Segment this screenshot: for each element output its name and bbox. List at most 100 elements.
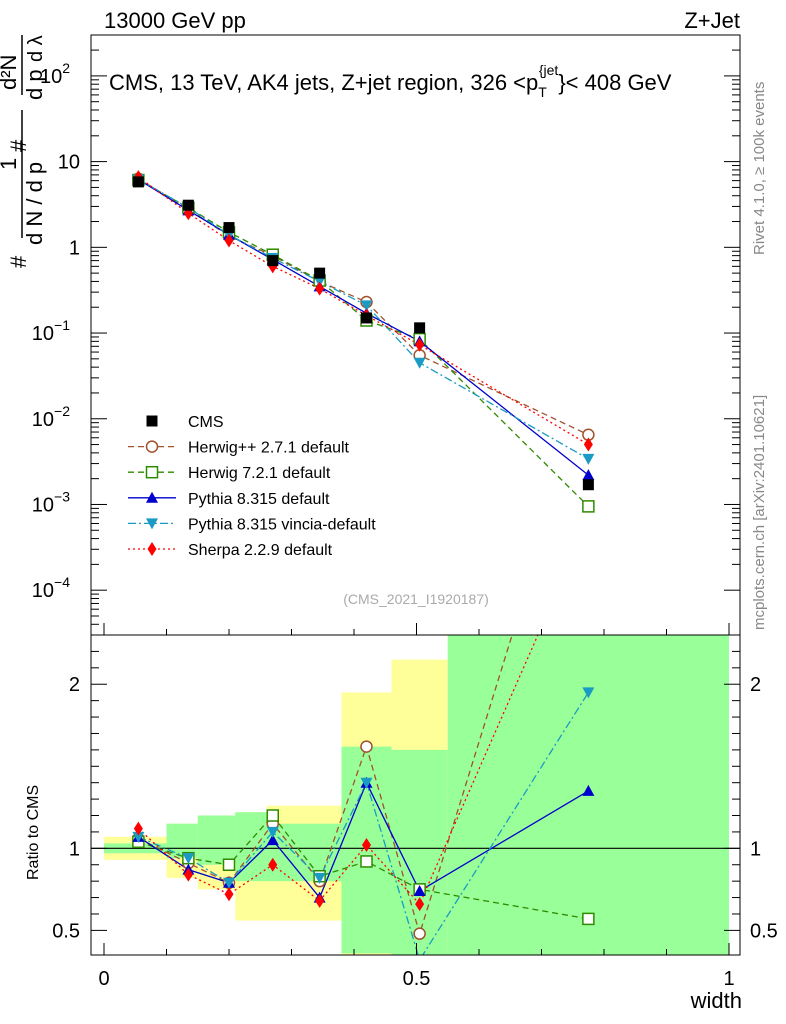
legend-marker [145, 465, 159, 479]
tick-exponent: −2 [54, 403, 70, 419]
tick-base: 10 [32, 409, 54, 431]
ratio-band-stat [197, 815, 236, 865]
ratio-series-point [415, 897, 425, 912]
ratio-frame [90, 634, 741, 956]
ratio-series-line [137, 635, 539, 906]
ratio-series-point [224, 887, 234, 902]
ratio-series-point [132, 831, 145, 843]
main-y-tick-label: 1 [69, 237, 80, 259]
ratio-panel: 0.5 0.5 1 1 2 2 Ratio to CMS [25, 634, 778, 956]
cms-data-point [182, 199, 194, 211]
ratio-series-point [582, 912, 595, 926]
main-y-tick-label: 10−3 [32, 488, 70, 516]
ratio-y-tick-label: 1 [69, 838, 80, 860]
main-y-axis-label: # 1 d N / d p # d²N d p d λ [0, 35, 47, 268]
main-series-point [415, 337, 425, 352]
ratio-series-point [266, 809, 279, 822]
main-points [132, 170, 595, 513]
legend-marker [147, 542, 157, 556]
legend-marker [146, 491, 158, 503]
process-label: Z+Jet [684, 8, 740, 33]
x-tick-labels: 0 0.5 1 [98, 968, 734, 990]
ylabel-hash-left: # [6, 255, 31, 268]
ratio-bands [91, 635, 740, 955]
ratio-y-tick-label-right: 1 [750, 838, 761, 860]
main-y-tick-label: 102 [40, 60, 70, 88]
ratio-y-tick-label-right: 2 [750, 674, 761, 696]
ratio-lines [137, 635, 589, 955]
main-series-point [582, 453, 595, 465]
tick-base: 10 [32, 494, 54, 516]
ratio-series-point [413, 927, 426, 940]
legend-label: CMS [188, 414, 224, 431]
ratio-series-point [315, 893, 325, 908]
ylabel-dN: d²N [0, 55, 21, 90]
ylabel-denominator: d N / d p [22, 162, 47, 245]
main-series-point [315, 281, 325, 296]
cms-data-point [132, 176, 144, 188]
legend-label: Herwig 7.2.1 default [188, 465, 331, 482]
ratio-series-point [413, 885, 426, 896]
ylabel-hash-mid: # [6, 139, 31, 152]
ratio-y-tick-label: 2 [69, 674, 80, 696]
title-pre: CMS, 13 TeV, AK4 jets, Z+jet region, 326… [109, 70, 538, 95]
tick-exponent: −3 [54, 488, 70, 504]
x-axis-label: width [690, 988, 742, 1013]
ratio-series-point [133, 821, 143, 836]
legend-label: Pythia 8.315 default [188, 491, 330, 508]
cms-data-point [223, 222, 235, 234]
ratio-y-label: Ratio to CMS [25, 785, 42, 880]
ratio-ticks: 0.5 0.5 1 1 2 2 [52, 650, 778, 955]
main-y-tick-label: 10−1 [32, 317, 70, 345]
tick-base: 10 [40, 66, 62, 88]
cms-data-point [414, 322, 426, 334]
title-sub: T [538, 84, 547, 100]
ratio-series-point [360, 855, 373, 868]
main-series-point [583, 437, 593, 452]
main-series-point [582, 500, 595, 513]
rivet-label: Rivet 4.1.0, ≥ 100k events [751, 82, 768, 255]
main-series-point [582, 469, 595, 481]
tick-exponent: −4 [54, 574, 70, 590]
ratio-points [132, 687, 595, 940]
mcplots-label: mcplots.cern.ch [arXiv:2401.10621] [751, 395, 768, 630]
main-series-point [224, 233, 234, 248]
ratio-series-point [313, 872, 326, 884]
cms-data-point [582, 479, 594, 491]
ratio-series-point [360, 740, 373, 753]
energy-label: 13000 GeV pp [104, 8, 246, 33]
main-series-point [413, 357, 426, 369]
title-post: }< 408 GeV [558, 70, 671, 95]
tick-base: 10 [32, 323, 54, 345]
legend-label: Sherpa 2.2.9 default [188, 542, 333, 559]
legend-marker [146, 518, 158, 530]
main-series-line [138, 179, 589, 507]
legend-marker [145, 440, 159, 453]
ylabel-one: 1 [0, 158, 21, 170]
ratio-series-point [582, 687, 595, 699]
main-y-tick-label: 10 [58, 152, 80, 174]
tick-base: 10 [32, 580, 54, 602]
x-tick-label: 0.5 [403, 968, 431, 990]
ratio-y-tick-label: 0.5 [52, 920, 80, 942]
ratio-series-point [266, 834, 279, 846]
main-series-line [138, 178, 589, 436]
main-series-line [138, 178, 589, 460]
ratio-series-point [268, 857, 278, 872]
legend-label: Herwig++ 2.7.1 default [188, 440, 350, 457]
cms-data-point [314, 267, 326, 279]
main-y-tick-label: 10−2 [32, 403, 70, 431]
ratio-series-point [266, 826, 279, 838]
ratio-series-point [360, 777, 373, 789]
ratio-series-point [362, 838, 371, 853]
ratio-series-point [582, 784, 595, 796]
legend-marker [146, 415, 158, 427]
tick-base: 10 [58, 152, 80, 174]
tick-exponent: 2 [62, 60, 70, 76]
tick-base: 1 [69, 237, 80, 259]
watermark: (CMS_2021_I1920187) [343, 591, 489, 607]
x-tick-label: 0 [98, 968, 109, 990]
legend: CMS Herwig++ 2.7.1 default Herwig 7.2.1 de… [128, 414, 376, 559]
